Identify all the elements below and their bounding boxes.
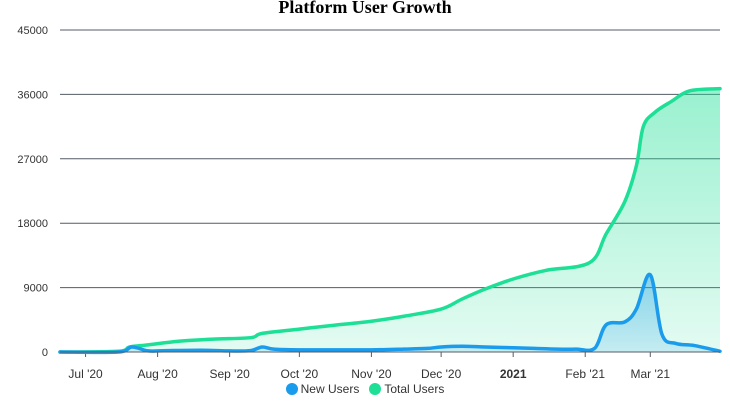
x-tick-label-3: Oct '20 [281,367,319,381]
y-tick-label-36000: 36000 [17,89,48,101]
legend-marker-new-users [285,383,298,395]
y-tick-label-45000: 45000 [17,25,48,37]
x-tick-label-7: Feb '21 [565,367,605,381]
y-tick-label-9000: 9000 [24,283,48,295]
legend-label-total-users: Total Users [384,382,445,396]
x-tick-label-8: Mar '21 [630,367,670,381]
y-tick-label-27000: 27000 [17,154,48,166]
chart-title: Platform User Growth [278,0,452,17]
x-tick-label-6: 2021 [500,367,527,381]
y-tick-label-0: 0 [42,347,48,359]
legend-item-new-users[interactable]: New Users [285,382,360,396]
area-total-users [60,88,720,353]
legend-item-total-users[interactable]: Total Users [369,382,444,396]
legend-marker-total-users [369,383,382,395]
x-tick-label-2: Sep '20 [209,367,250,381]
x-tick-label-1: Aug '20 [137,367,178,381]
line-total-users [58,86,722,354]
x-tick-label-4: Nov '20 [351,367,392,381]
x-tick-label-5: Dec '20 [421,367,462,381]
y-tick-label-18000: 18000 [17,218,48,230]
x-tick-label-0: Jul '20 [68,367,103,381]
legend-label-new-users: New Users [300,382,360,396]
legend: New Users Total Users [0,382,730,396]
area-new-users [60,274,720,353]
line-new-users [58,272,722,355]
